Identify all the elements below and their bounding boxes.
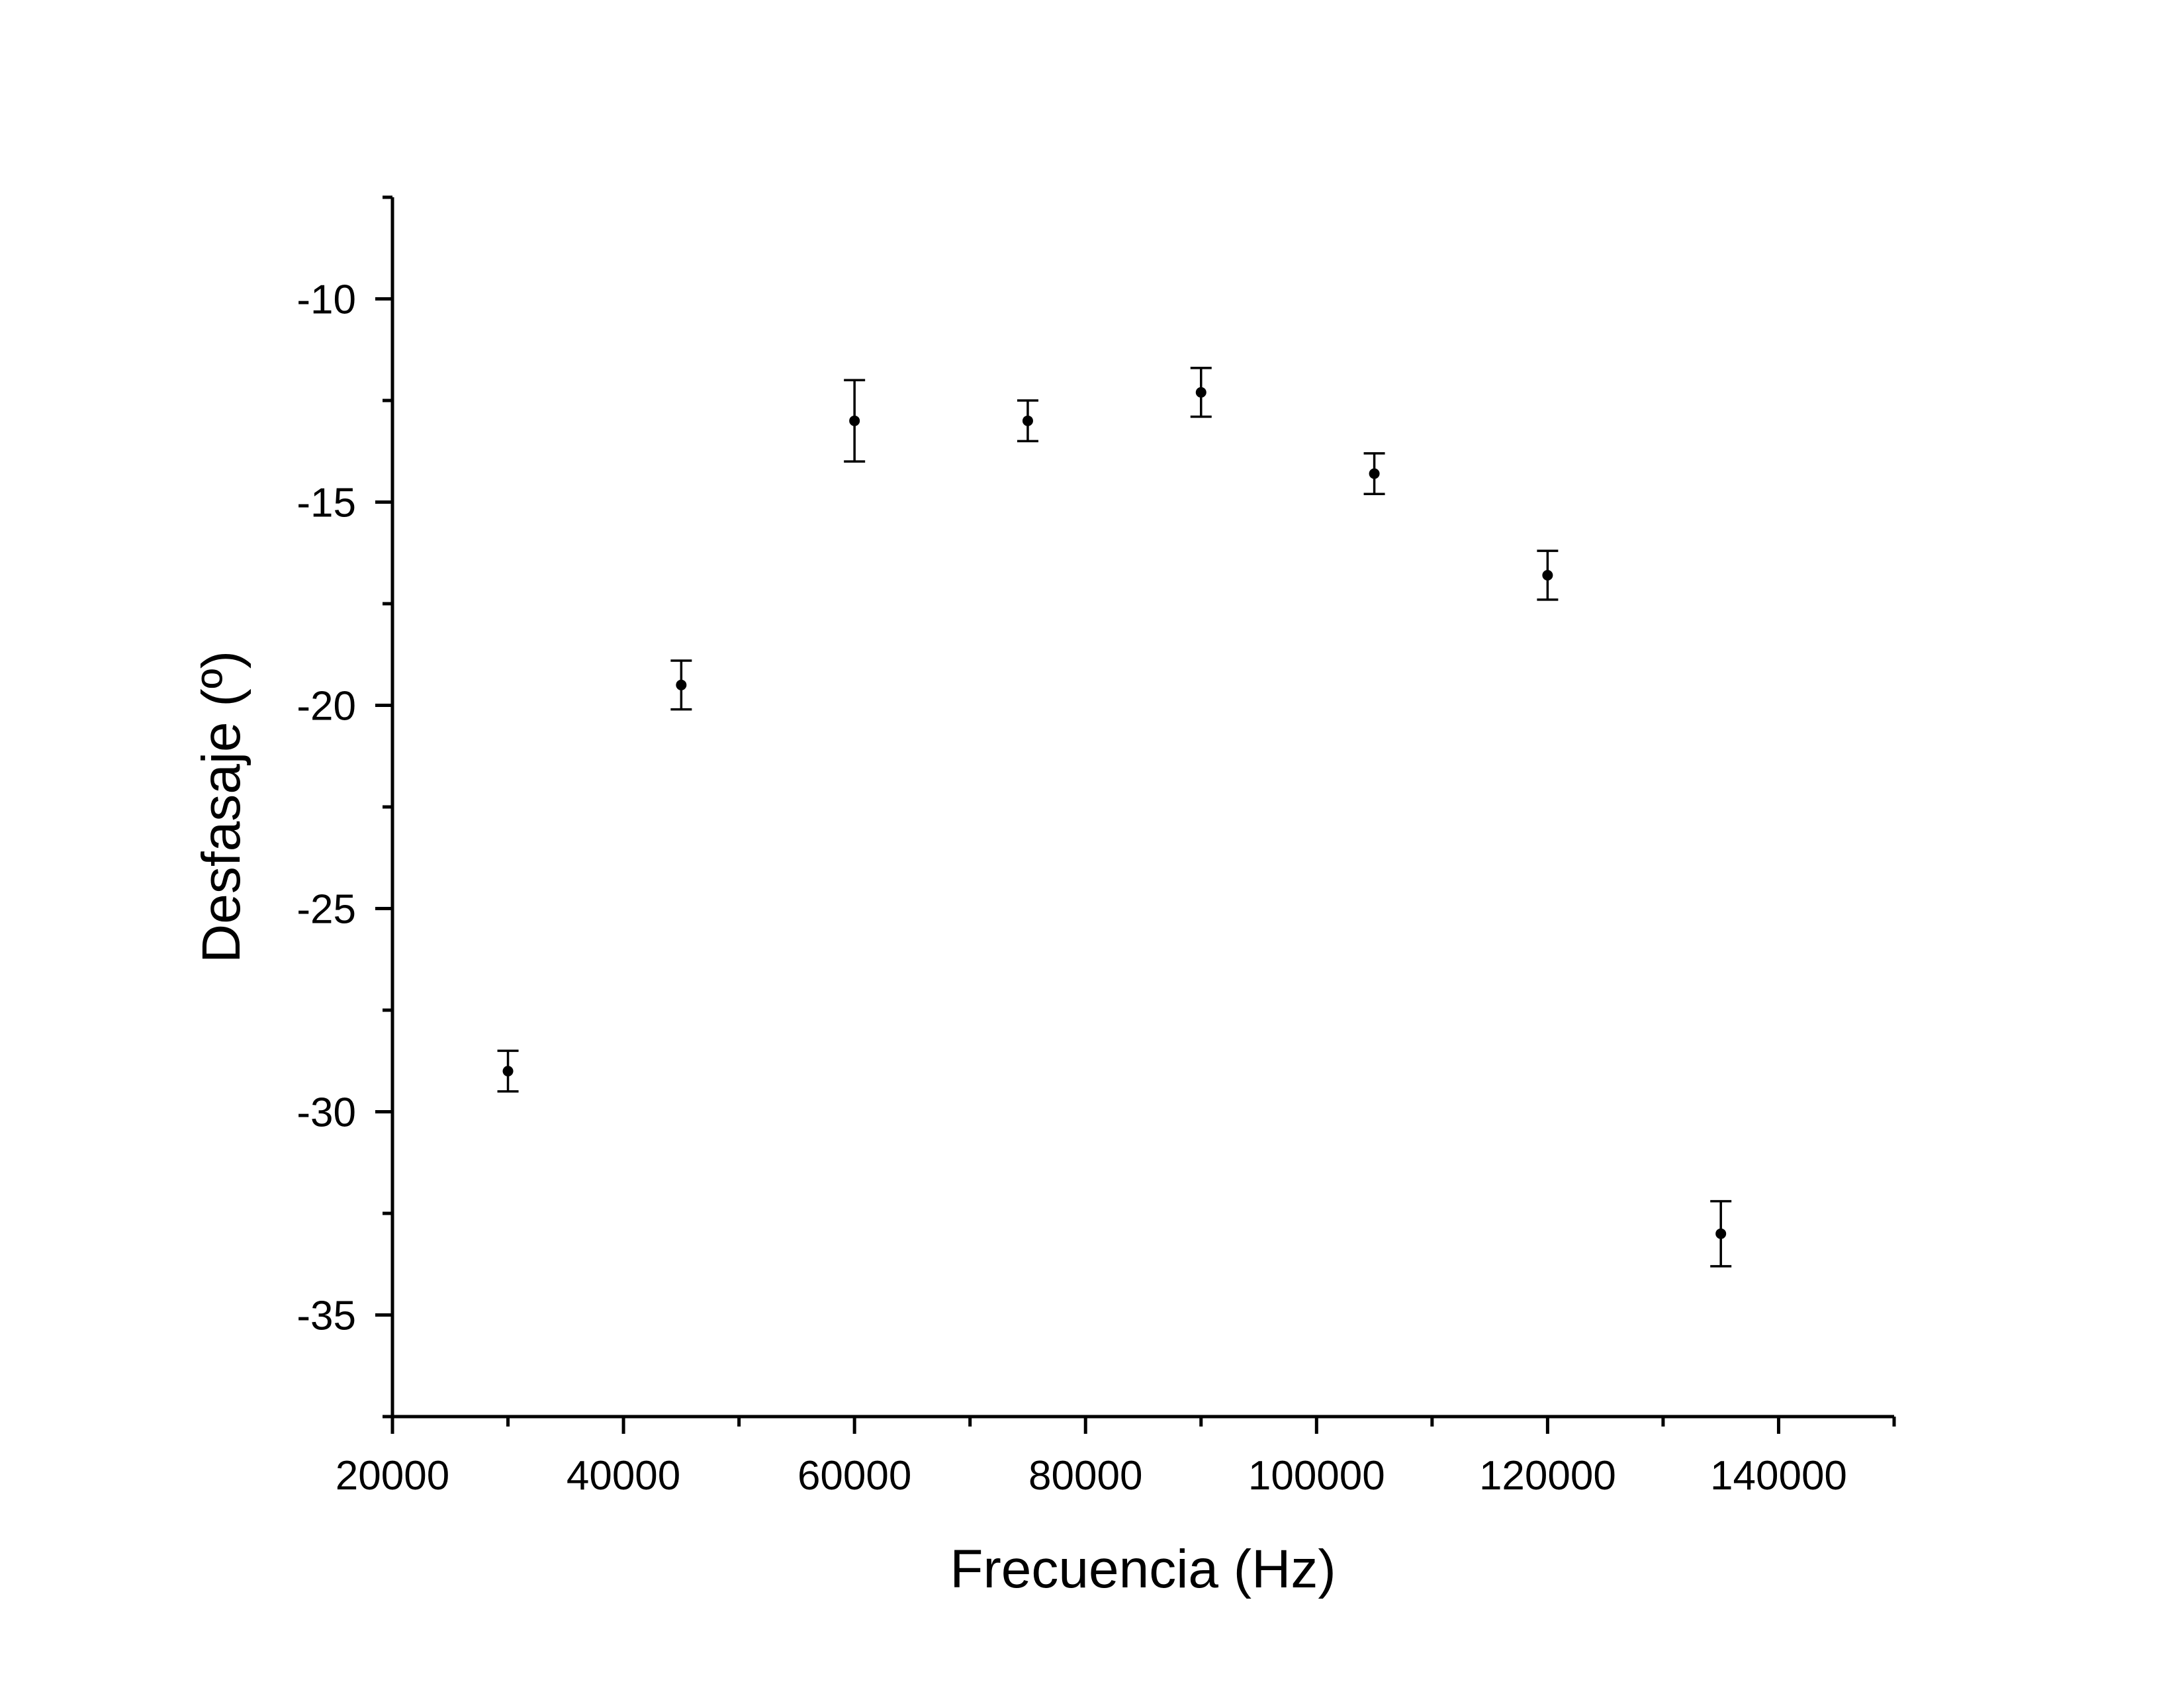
x-tick-labels: 20000 40000 60000 80000 100000 120000 140000 [336, 1453, 1847, 1499]
y-tick-label: -15 [296, 481, 356, 526]
x-tick-label: 100000 [1248, 1453, 1385, 1499]
y-tick-label: -20 [296, 684, 356, 729]
axes [390, 197, 1894, 1419]
data-points [502, 387, 1727, 1239]
x-ticks [390, 1417, 1896, 1434]
x-tick-label: 140000 [1710, 1453, 1847, 1499]
y-tick-label: -30 [296, 1090, 356, 1136]
x-tick-label: 60000 [797, 1453, 911, 1499]
y-tick-label: -35 [296, 1293, 356, 1339]
x-tick-label: 20000 [336, 1453, 449, 1499]
data-point [849, 415, 860, 426]
y-tick-label: -10 [296, 277, 356, 323]
data-point [502, 1066, 514, 1077]
x-tick-label: 120000 [1479, 1453, 1616, 1499]
data-point [1369, 468, 1380, 479]
data-point [1022, 415, 1033, 426]
x-axis-title: Frecuencia (Hz) [950, 1539, 1336, 1599]
y-tick-labels: -10 -15 -20 -25 -30 -35 [296, 277, 356, 1339]
x-tick-label: 80000 [1028, 1453, 1142, 1499]
data-point [1542, 570, 1553, 581]
y-axis-title: Desfasaje (º) [191, 651, 251, 963]
x-tick-label: 40000 [567, 1453, 680, 1499]
data-point [1195, 387, 1206, 398]
data-point [1715, 1228, 1727, 1239]
y-ticks [375, 195, 392, 1419]
y-tick-label: -25 [296, 887, 356, 933]
data-point [676, 679, 687, 690]
error-bars [497, 367, 1732, 1268]
